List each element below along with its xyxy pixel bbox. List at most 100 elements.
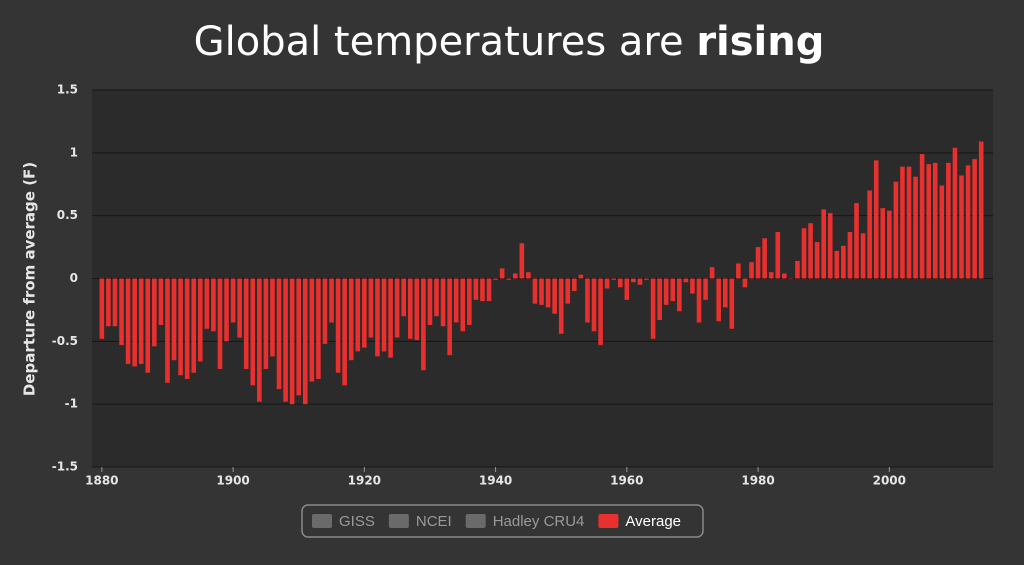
bar [827,213,833,279]
bar [919,154,925,279]
y-tick-label: -1 [65,397,78,411]
bar [755,247,761,279]
bar [880,208,886,279]
bar [545,278,551,308]
bar [158,278,164,325]
bar [690,278,695,294]
y-tick-label: -1.5 [52,460,78,474]
bar [841,245,846,279]
bar [978,141,984,279]
bar [782,273,787,279]
bar [362,278,367,348]
bar [854,203,859,279]
bar [519,243,525,279]
bar [138,278,144,364]
x-tick-label: 1920 [348,474,381,488]
bar [939,185,945,279]
bar [447,278,452,356]
bar [946,162,951,279]
bar [598,278,603,346]
bar [401,278,407,317]
bar [407,278,413,339]
bar [191,278,197,373]
bar [322,278,328,344]
bar [460,278,466,332]
bar [348,278,354,361]
bar [552,278,557,314]
bar [263,278,269,369]
x-tick-label: 1900 [216,474,249,488]
bar [631,278,636,283]
bar [289,278,295,405]
chart-title: Global temperatures are rising [194,19,825,65]
y-tick-label: 0.5 [57,208,78,222]
bar [453,278,459,323]
bar [230,278,236,323]
bar [913,176,918,279]
legend-swatch [388,514,409,528]
bar [585,278,590,323]
bar [952,147,958,279]
bar [309,278,315,382]
bar [368,278,374,338]
bar [847,232,853,279]
bar [296,278,302,396]
bar [814,242,820,279]
bar [729,278,735,329]
bar [243,278,249,369]
bar [624,278,630,300]
title-emphasis: rising [696,19,824,65]
bar [887,210,892,279]
bar [125,278,131,364]
bar [860,233,866,279]
bar [440,278,446,327]
bar [132,278,137,367]
bar [355,278,361,352]
bar [532,278,538,304]
bar [427,278,433,325]
bar [152,278,157,347]
bar [900,166,905,279]
bar [473,278,479,300]
bar [335,278,341,373]
bar [204,278,210,329]
legend-label: GISS [339,513,375,530]
bar [591,278,597,332]
bar [375,278,380,357]
bar [965,165,971,279]
bar [742,278,748,288]
bar [250,278,256,386]
bar [486,278,492,302]
bar [663,278,669,305]
legend-swatch [312,514,332,528]
legend-label: Hadley CRU4 [493,513,585,530]
x-tick-label: 1940 [479,474,512,488]
legend-label: NCEI [416,513,452,530]
bar [749,262,754,279]
bar [316,278,321,380]
bar [650,278,656,339]
bar [493,278,498,280]
bar [165,278,170,383]
bar [381,278,387,352]
bar [388,278,393,358]
bar [677,278,682,312]
bar [197,278,203,362]
y-tick-label: 0 [70,271,78,285]
bar [302,278,308,405]
x-tick-label: 1880 [85,474,118,488]
y-tick-label: 1 [70,145,78,159]
bar [703,278,708,300]
y-axis-label: Departure from average (F) [21,162,39,396]
bar [795,260,800,279]
bar [788,278,794,279]
bar [224,278,229,342]
bar [696,278,702,323]
bar [329,278,334,323]
bar [394,278,400,338]
y-tick-label: 1.5 [57,83,78,97]
bar [617,278,623,288]
legend-swatch [598,514,619,528]
bar [722,278,728,308]
bar [178,278,183,376]
